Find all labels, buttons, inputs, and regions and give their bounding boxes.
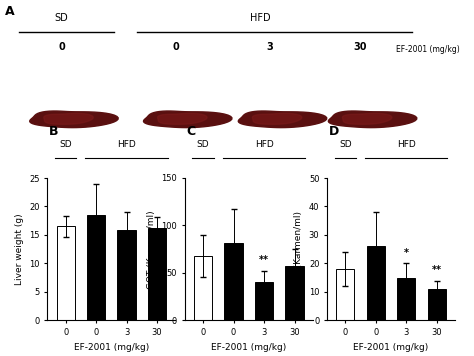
Text: SD: SD <box>55 14 69 23</box>
Bar <box>56 226 75 320</box>
Bar <box>285 266 304 320</box>
Text: D: D <box>328 125 339 138</box>
Text: SD: SD <box>59 140 72 149</box>
Bar <box>194 256 212 320</box>
Bar <box>225 242 243 320</box>
Bar <box>367 246 385 320</box>
Y-axis label: GPT (Karmen/ml): GPT (Karmen/ml) <box>294 211 303 288</box>
Y-axis label: GOT (Karmen/ml): GOT (Karmen/ml) <box>147 210 156 288</box>
Text: SD: SD <box>339 140 352 149</box>
Polygon shape <box>30 111 118 127</box>
Bar <box>87 215 105 320</box>
Bar <box>148 228 166 320</box>
Bar <box>428 289 446 320</box>
Bar <box>118 230 136 320</box>
Text: HFD: HFD <box>255 140 273 149</box>
X-axis label: EF-2001 (mg/kg): EF-2001 (mg/kg) <box>354 342 428 352</box>
Bar <box>336 269 355 320</box>
Text: 0: 0 <box>172 42 179 52</box>
Text: B: B <box>49 125 58 138</box>
Text: *: * <box>404 248 409 258</box>
Polygon shape <box>44 113 93 124</box>
Bar <box>255 282 273 320</box>
Text: **: ** <box>259 255 269 265</box>
X-axis label: EF-2001 (mg/kg): EF-2001 (mg/kg) <box>74 342 149 352</box>
Text: C: C <box>186 125 195 138</box>
Text: 0: 0 <box>58 42 65 52</box>
Text: **: ** <box>432 265 442 275</box>
Text: HFD: HFD <box>397 140 416 149</box>
Bar <box>397 278 415 320</box>
Text: SD: SD <box>197 140 210 149</box>
Polygon shape <box>157 113 207 124</box>
X-axis label: EF-2001 (mg/kg): EF-2001 (mg/kg) <box>211 342 286 352</box>
Polygon shape <box>328 111 417 127</box>
Text: HFD: HFD <box>250 14 271 23</box>
Text: A: A <box>5 5 14 19</box>
Polygon shape <box>238 111 327 127</box>
Text: EF-2001 (mg/kg): EF-2001 (mg/kg) <box>396 45 460 54</box>
Polygon shape <box>144 111 232 127</box>
Y-axis label: Liver weight (g): Liver weight (g) <box>15 213 24 285</box>
Text: 3: 3 <box>267 42 273 52</box>
Polygon shape <box>342 113 392 124</box>
Text: HFD: HFD <box>117 140 136 149</box>
Polygon shape <box>252 113 302 124</box>
Text: 30: 30 <box>354 42 367 52</box>
